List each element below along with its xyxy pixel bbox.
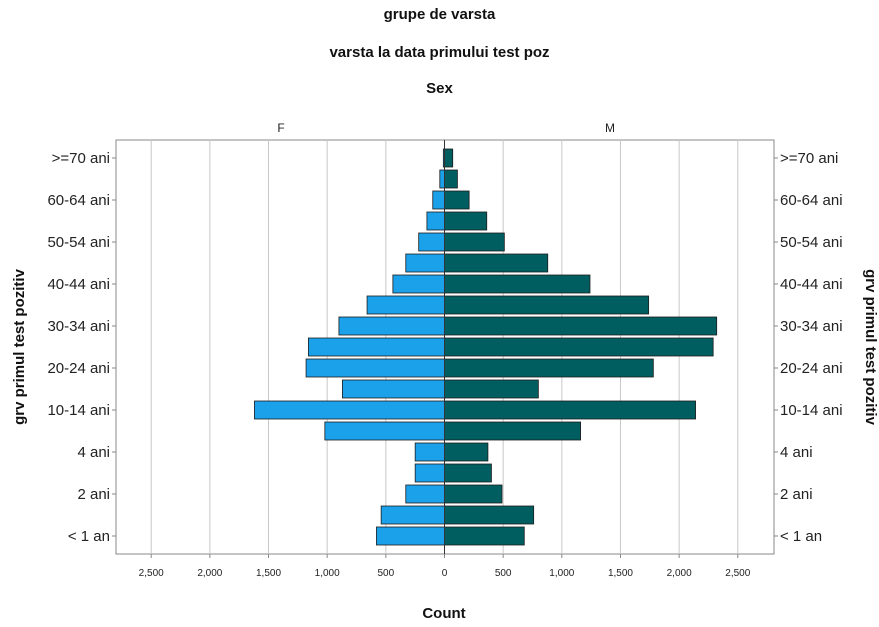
y-tick-label-right: 10-14 ani [780,402,843,419]
x-tick-label: 0 [442,568,448,579]
bar-m [444,274,591,294]
bar-m [444,316,718,336]
bar-m [444,358,654,378]
chart-subtitle-sex: Sex [426,80,453,97]
y-tick-label-left: 50-54 ani [47,234,110,251]
bar-m [444,505,535,525]
y-tick-label-right: >=70 ani [780,150,838,167]
bar-f [405,253,445,273]
bar-f [392,274,445,294]
panel-label-m: M [605,121,615,135]
x-tick-label: 2,500 [139,568,164,579]
y-tick-label-left: 60-64 ani [47,192,110,209]
bar-f [414,442,445,462]
bar-m [444,295,650,315]
x-tick-label: 2,000 [197,568,222,579]
x-tick-label: 2,500 [725,568,750,579]
x-axis-title: Count [422,605,465,622]
chart-title: grupe de varsta [383,6,496,23]
y-tick-label-right: 20-24 ani [780,360,843,377]
y-tick-label-left: 10-14 ani [47,402,110,419]
bar-m [444,211,488,231]
y-tick-label-left: >=70 ani [52,150,110,167]
bar-f [405,484,445,504]
bar-f [305,358,445,378]
bar-f [439,169,445,189]
y-tick-label-right: 2 ani [780,486,813,503]
y-axis-title-left: grv primul test pozitiv [11,268,28,425]
x-tick-label: 1,500 [256,568,281,579]
bar-m [444,379,539,399]
y-tick-label-left: 2 ani [77,486,110,503]
x-tick-label: 500 [377,568,394,579]
x-tick-label: 1,000 [549,568,574,579]
y-axis-title-right: grv primul test pozitiv [862,269,879,426]
y-tick-label-left: 30-34 ani [47,318,110,335]
bar-m [444,148,454,168]
bar-f [418,232,445,252]
bar-m [444,253,549,273]
bar-f [376,526,445,546]
bar-f [380,505,445,525]
bar-m [444,337,714,357]
y-tick-label-right: 30-34 ani [780,318,843,335]
bar-m [444,442,489,462]
y-tick-label-right: 60-64 ani [780,192,843,209]
bar-m [444,169,458,189]
bar-m [444,232,505,252]
y-tick-label-left: 4 ani [77,444,110,461]
bar-m [444,421,581,441]
x-tick-label: 2,000 [667,568,692,579]
bar-f [324,421,445,441]
x-tick-label: 1,500 [608,568,633,579]
bar-m [444,526,525,546]
y-tick-label-right: 50-54 ani [780,234,843,251]
bar-f [432,190,445,210]
y-tick-label-left: < 1 an [68,528,110,545]
bar-f [338,316,445,336]
bar-f [254,400,445,420]
y-tick-label-left: 20-24 ani [47,360,110,377]
panel-label-f: F [277,121,284,135]
bar-f [414,463,445,483]
bar-m [444,400,696,420]
bar-m [444,190,470,210]
bar-f [308,337,445,357]
bar-f [426,211,445,231]
y-tick-label-right: 4 ani [780,444,813,461]
bar-f [366,295,445,315]
bar-m [444,484,503,504]
y-tick-label-right: 40-44 ani [780,276,843,293]
chart-subtitle: varsta la data primului test poz [329,44,550,61]
bar-m [444,463,492,483]
x-tick-label: 1,000 [315,568,340,579]
x-tick-label: 500 [495,568,512,579]
y-tick-label-right: < 1 an [780,528,822,545]
y-tick-label-left: 40-44 ani [47,276,110,293]
bar-f [342,379,445,399]
